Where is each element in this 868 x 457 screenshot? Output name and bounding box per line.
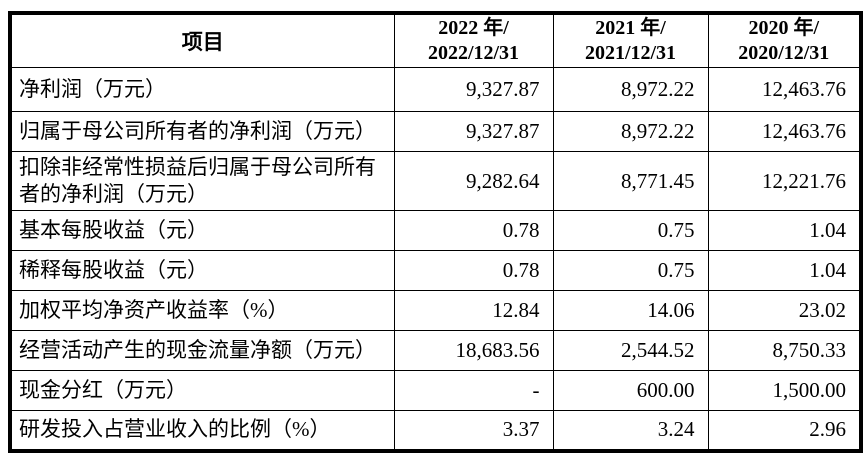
row-label: 扣除非经常性损益后归属于母公司所有者的净利润（万元） [9, 151, 395, 211]
cell-value: 12,463.76 [707, 111, 862, 152]
cell-value: 0.75 [552, 250, 709, 291]
header-column-2020: 2020 年/ 2020/12/31 [707, 12, 862, 68]
cell-value: 8,771.45 [552, 151, 709, 211]
cell-value: 0.75 [552, 210, 709, 251]
cell-value: 1,500.00 [707, 370, 862, 411]
cell-value: 0.78 [393, 210, 554, 251]
row-label: 加权平均净资产收益率（%） [9, 290, 395, 331]
table-header: 项目 2022 年/ 2022/12/31 2021 年/ 2021/12/31… [9, 12, 862, 68]
table-row-cash-dividend: 现金分红（万元） - 600.00 1,500.00 [9, 370, 862, 411]
table-row-net-profit: 净利润（万元） 9,327.87 8,972.22 12,463.76 [9, 67, 862, 112]
header-year-line2: 2022/12/31 [427, 42, 520, 64]
header-year-line2: 2020/12/31 [738, 42, 830, 64]
table-body: 净利润（万元） 9,327.87 8,972.22 12,463.76 归属于母… [9, 67, 862, 451]
table-row-parent-net-profit: 归属于母公司所有者的净利润（万元） 9,327.87 8,972.22 12,4… [9, 111, 862, 152]
cell-value: 1.04 [707, 210, 862, 251]
cell-value: 23.02 [707, 290, 862, 331]
cell-value: 18,683.56 [393, 330, 554, 371]
cell-value: 12,221.76 [707, 151, 862, 211]
header-year-line2: 2021/12/31 [584, 42, 677, 64]
cell-value: - [393, 370, 554, 411]
row-label: 研发投入占营业收入的比例（%） [9, 410, 395, 451]
cell-value: 8,972.22 [552, 111, 709, 152]
row-label: 基本每股收益（元） [9, 210, 395, 251]
header-year-line1: 2021 年/ [595, 17, 666, 39]
cell-value: 600.00 [552, 370, 709, 411]
header-column-2022: 2022 年/ 2022/12/31 [393, 12, 554, 68]
cell-value: 14.06 [552, 290, 709, 331]
header-year-line1: 2020 年/ [748, 17, 820, 39]
row-label: 稀释每股收益（元） [9, 250, 395, 291]
row-label: 净利润（万元） [9, 67, 395, 112]
header-year-line1: 2022 年/ [438, 17, 509, 39]
cell-value: 8,750.33 [707, 330, 862, 371]
cell-value: 12.84 [393, 290, 554, 331]
header-item-column: 项目 [9, 12, 395, 68]
cell-value: 3.24 [552, 410, 709, 451]
cell-value: 9,327.87 [393, 111, 554, 152]
row-label: 归属于母公司所有者的净利润（万元） [9, 111, 395, 152]
cell-value: 0.78 [393, 250, 554, 291]
table-row-operating-cash-flow: 经营活动产生的现金流量净额（万元） 18,683.56 2,544.52 8,7… [9, 330, 862, 371]
table-row-weighted-roe: 加权平均净资产收益率（%） 12.84 14.06 23.02 [9, 290, 862, 331]
cell-value: 12,463.76 [707, 67, 862, 112]
table-row-rd-ratio: 研发投入占营业收入的比例（%） 3.37 3.24 2.96 [9, 410, 862, 451]
table-row-diluted-eps: 稀释每股收益（元） 0.78 0.75 1.04 [9, 250, 862, 291]
cell-value: 2.96 [707, 410, 862, 451]
cell-value: 2,544.52 [552, 330, 709, 371]
financial-summary-table: 项目 2022 年/ 2022/12/31 2021 年/ 2021/12/31… [8, 11, 863, 453]
row-label: 现金分红（万元） [9, 370, 395, 411]
cell-value: 9,282.64 [393, 151, 554, 211]
row-label: 经营活动产生的现金流量净额（万元） [9, 330, 395, 371]
table-row-basic-eps: 基本每股收益（元） 0.78 0.75 1.04 [9, 210, 862, 251]
cell-value: 8,972.22 [552, 67, 709, 112]
table-header-row: 项目 2022 年/ 2022/12/31 2021 年/ 2021/12/31… [9, 12, 862, 68]
cell-value: 1.04 [707, 250, 862, 291]
cell-value: 9,327.87 [393, 67, 554, 112]
table-row-deducted-net-profit: 扣除非经常性损益后归属于母公司所有者的净利润（万元） 9,282.64 8,77… [9, 151, 862, 211]
header-column-2021: 2021 年/ 2021/12/31 [552, 12, 709, 68]
cell-value: 3.37 [393, 410, 554, 451]
